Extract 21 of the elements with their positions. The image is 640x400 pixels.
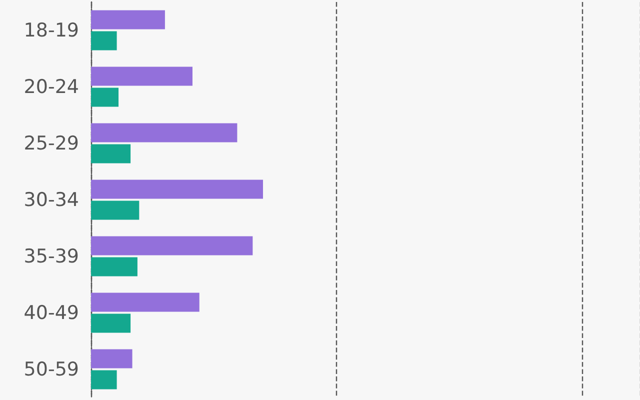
bar — [91, 257, 138, 276]
bar — [91, 200, 140, 220]
bar — [91, 144, 131, 164]
bar — [91, 180, 263, 199]
bar — [91, 66, 192, 86]
y-tick-label: 40-49 — [24, 302, 79, 324]
bar — [91, 88, 119, 107]
bar — [91, 370, 117, 390]
bar — [91, 236, 253, 256]
y-tick-label: 35-39 — [24, 245, 79, 268]
bar — [91, 314, 131, 333]
y-tick-label: 50-59 — [24, 358, 79, 380]
bar — [91, 10, 165, 30]
y-tick-label: 18-19 — [24, 19, 79, 42]
bar — [91, 123, 238, 142]
y-tick-label: 25-29 — [24, 132, 79, 154]
bar — [91, 292, 200, 312]
y-tick-label: 30-34 — [24, 188, 79, 211]
y-tick-label: 20-24 — [24, 76, 79, 98]
bar — [91, 349, 132, 368]
bar — [91, 31, 117, 50]
